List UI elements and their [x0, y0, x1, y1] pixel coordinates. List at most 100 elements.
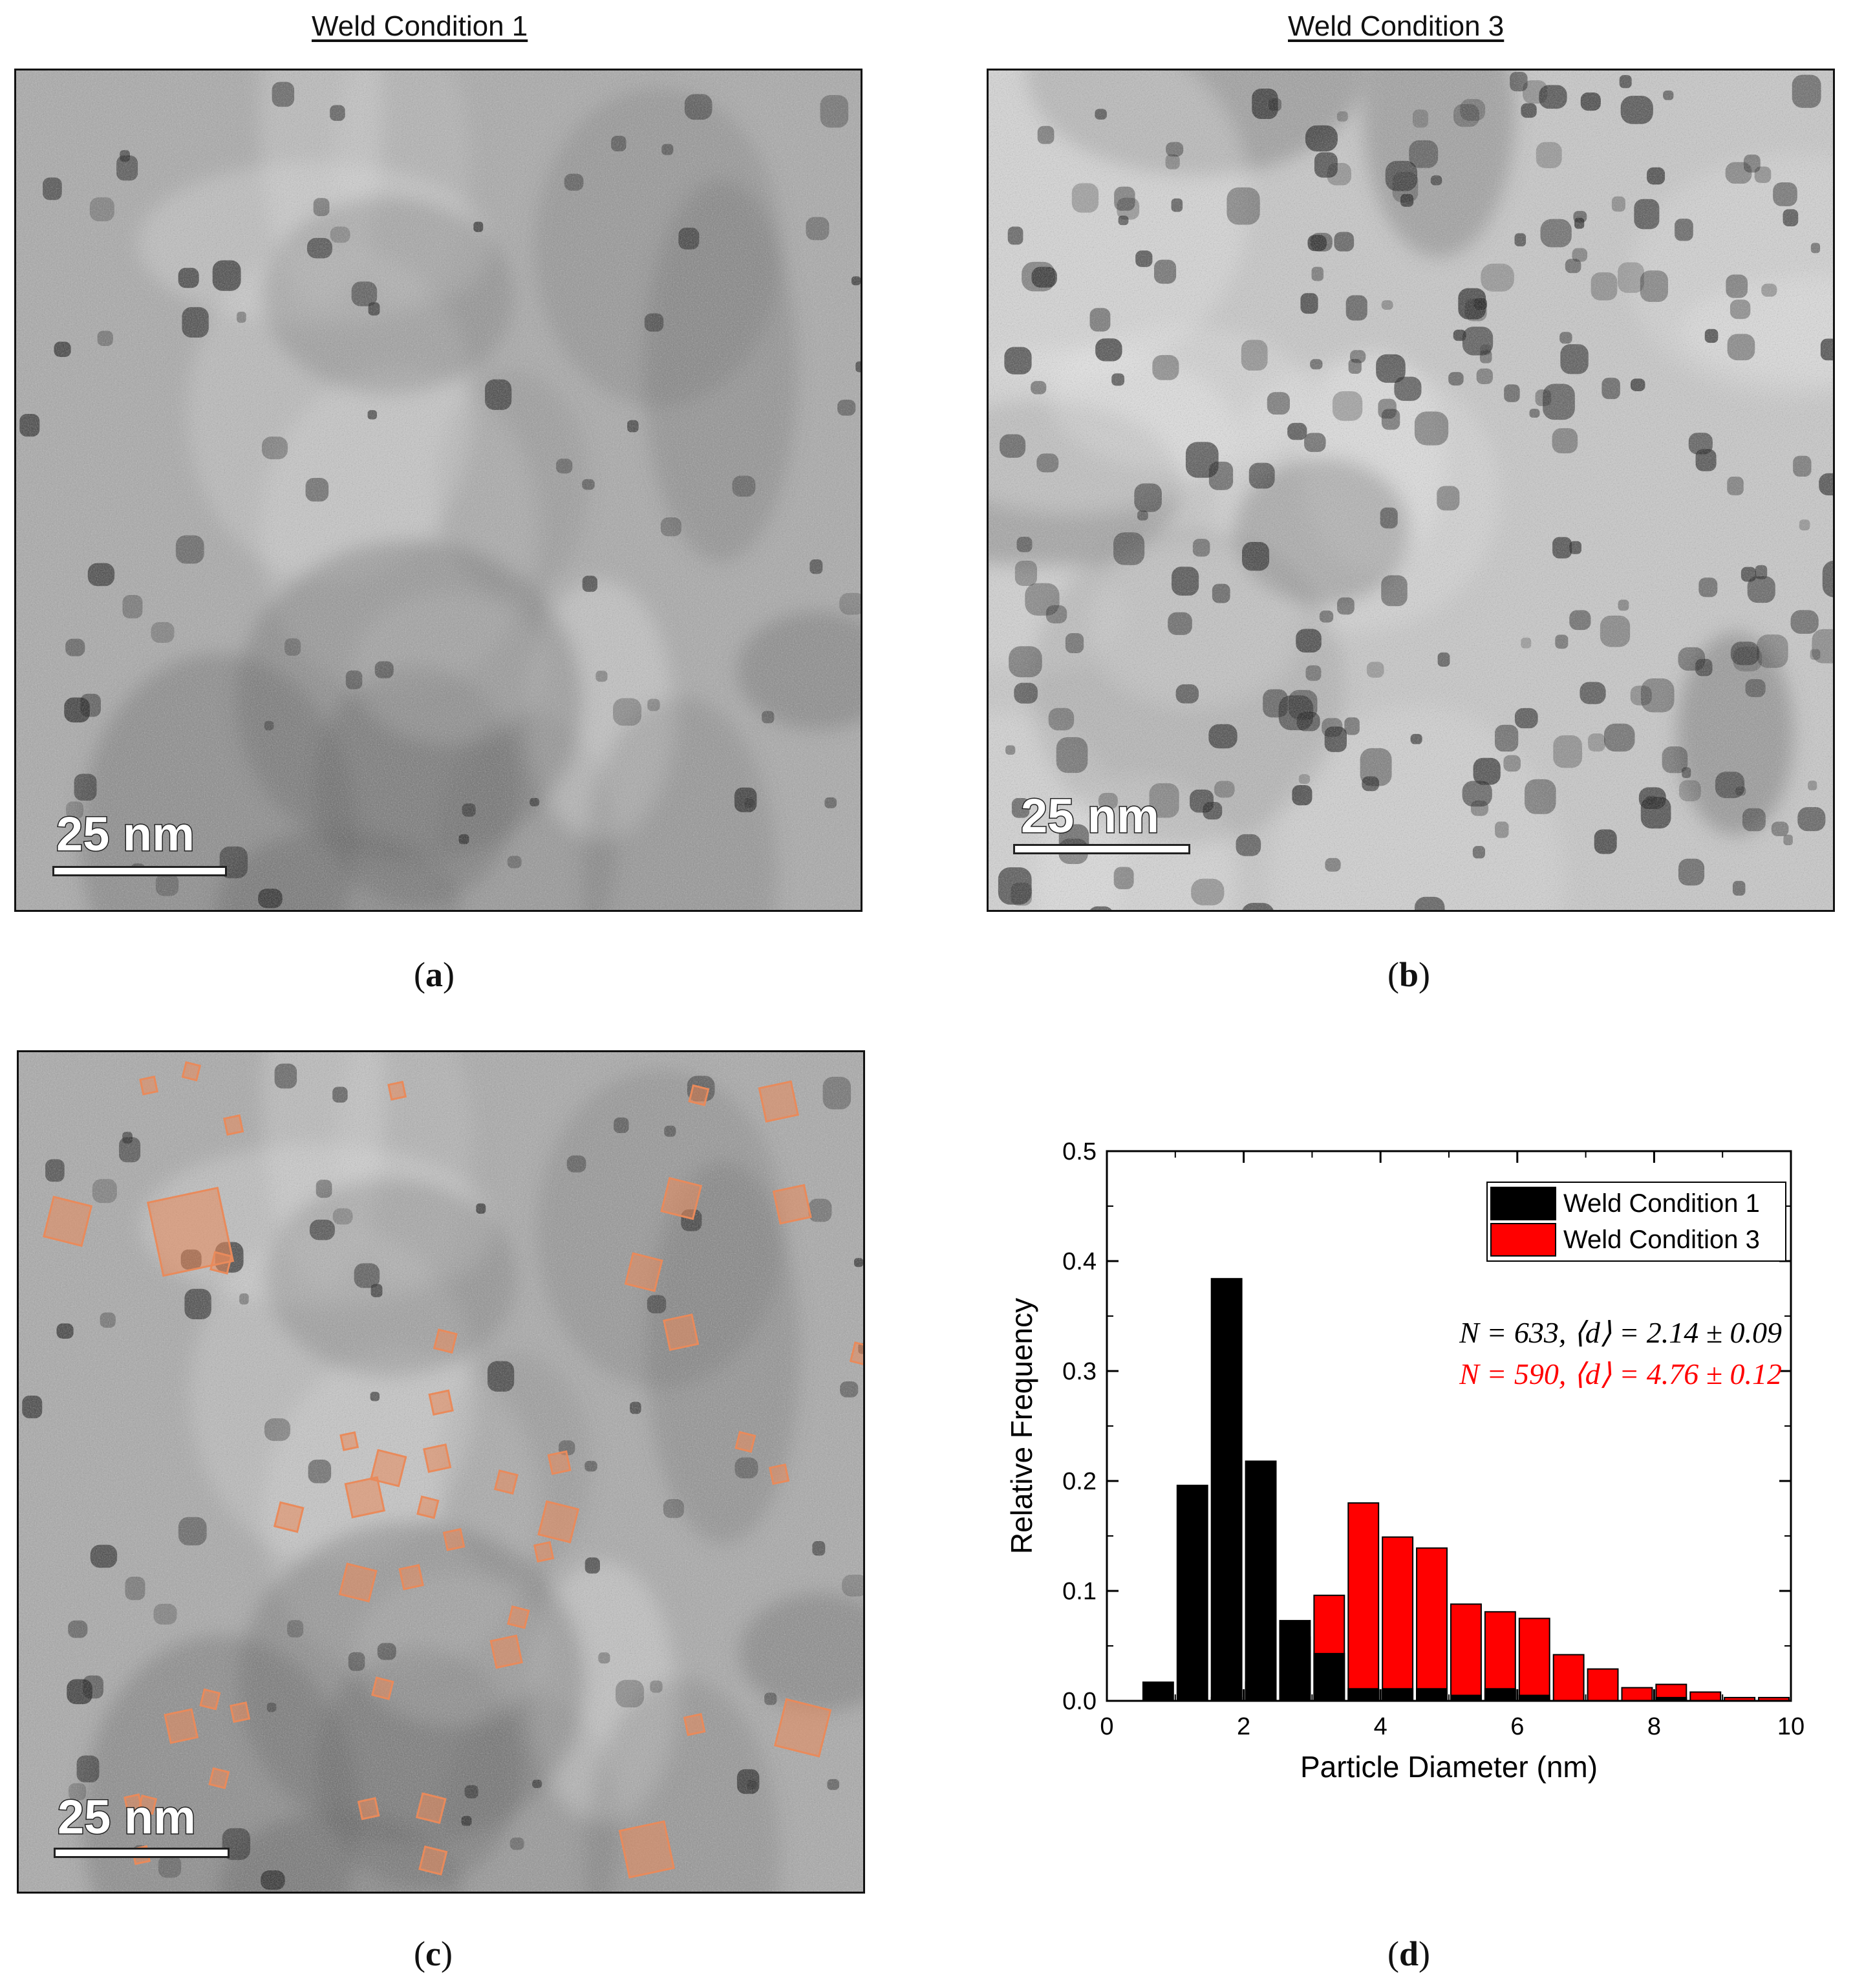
particle-overlay-box	[139, 1075, 159, 1096]
particle-overlay-box	[489, 1634, 523, 1669]
particle-overlay-box	[357, 1797, 380, 1821]
y-tick-label: 0.5	[1062, 1138, 1097, 1165]
legend-label: Weld Condition 3	[1563, 1226, 1760, 1254]
panel-a-caption: (a)	[414, 955, 455, 994]
y-tick-label: 0.0	[1062, 1688, 1097, 1715]
particle-overlay-box	[507, 1605, 530, 1629]
bar-condition-3	[1621, 1687, 1653, 1702]
y-tick-label: 0.1	[1062, 1578, 1097, 1605]
particle-overlay-box	[181, 1061, 202, 1082]
bar-condition-3	[1587, 1668, 1619, 1702]
panel-b-title: Weld Condition 3	[1288, 10, 1505, 42]
bar-condition-1	[1245, 1460, 1277, 1702]
particle-overlay-box	[533, 1540, 555, 1563]
particle-overlay-box	[773, 1698, 832, 1758]
bar-condition-1	[1279, 1619, 1311, 1702]
bar-condition-1	[1484, 1688, 1516, 1702]
panel-a-scale-label: 25 nm	[56, 806, 196, 862]
y-axis-label: Relative Frequency	[1005, 1298, 1038, 1554]
panel-b-micrograph: 25 nm	[987, 69, 1835, 912]
particle-overlay-box	[547, 1450, 572, 1475]
bar-condition-1	[1416, 1688, 1448, 1702]
bar-condition-1	[1347, 1688, 1380, 1702]
panel-b-caption: (b)	[1387, 955, 1431, 994]
legend-swatch	[1490, 1223, 1556, 1257]
bar-condition-1	[1210, 1278, 1243, 1702]
particle-overlay-box	[199, 1688, 221, 1711]
panel-c-scale-label: 25 nm	[57, 1789, 197, 1845]
particle-overlay-box	[222, 1114, 244, 1136]
x-tick-label: 2	[1237, 1713, 1250, 1740]
particle-overlay-box	[683, 1712, 706, 1736]
particle-overlay-box	[768, 1463, 790, 1486]
bar-condition-3	[1552, 1654, 1585, 1702]
particle-overlay-box	[442, 1528, 466, 1551]
bar-condition-1	[1382, 1688, 1414, 1702]
bar-condition-1	[1176, 1484, 1208, 1702]
particle-overlay-box	[663, 1313, 700, 1352]
stats-annotation: N = 633, ⟨d⟩ = 2.14 ± 0.09	[1459, 1316, 1782, 1349]
particle-overlay-box	[618, 1820, 676, 1879]
bar-condition-3	[1689, 1691, 1722, 1702]
x-tick-label: 4	[1374, 1713, 1387, 1740]
panel-b-texture	[989, 70, 1833, 910]
particle-overlay-box	[208, 1767, 230, 1789]
particle-overlay-box	[344, 1476, 385, 1518]
particle-overlay-box	[415, 1792, 447, 1824]
x-tick-label: 6	[1510, 1713, 1524, 1740]
particle-overlay-box	[416, 1495, 440, 1519]
particle-overlay-box	[624, 1252, 663, 1292]
particle-overlay-box	[423, 1443, 452, 1473]
y-tick-label: 0.3	[1062, 1358, 1097, 1385]
particle-overlay-box	[338, 1562, 378, 1603]
particle-overlay-box	[387, 1081, 407, 1101]
panel-a-scale-bar	[52, 866, 227, 876]
particle-overlay-box	[433, 1328, 458, 1354]
panel-c-micrograph: 25 nm	[17, 1050, 865, 1894]
particle-overlay-box	[660, 1176, 703, 1220]
particle-overlay-box	[339, 1431, 359, 1451]
panel-a-texture	[16, 70, 861, 910]
particle-overlay-box	[418, 1845, 448, 1876]
particle-overlay-box	[273, 1501, 305, 1533]
bar-condition-3	[1484, 1611, 1516, 1702]
panel-c-texture	[19, 1052, 863, 1892]
particle-overlay-box	[209, 1251, 233, 1275]
particle-overlay-box	[758, 1080, 799, 1123]
panel-b-scale-label: 25 nm	[1020, 788, 1161, 844]
panel-c-scale-bar	[54, 1848, 230, 1858]
particle-overlay-box	[772, 1183, 812, 1225]
bar-condition-3	[1382, 1536, 1414, 1702]
panel-b-scale-bar	[1013, 844, 1190, 854]
x-axis-label: Particle Diameter (nm)	[1300, 1750, 1598, 1784]
panel-a-micrograph: 25 nm	[14, 69, 862, 912]
x-tick-label: 8	[1647, 1713, 1661, 1740]
legend-label: Weld Condition 1	[1563, 1189, 1760, 1218]
particle-overlay-box	[688, 1084, 710, 1107]
particle-overlay-box	[428, 1389, 454, 1416]
particle-overlay-box	[137, 1794, 158, 1815]
particle-overlay-box	[43, 1195, 93, 1248]
bar-condition-1	[1313, 1652, 1345, 1702]
panel-d-caption: (d)	[1387, 1934, 1431, 1973]
y-tick-label: 0.4	[1062, 1248, 1097, 1275]
panel-a-title: Weld Condition 1	[312, 10, 528, 42]
particle-overlay-box	[146, 1186, 235, 1277]
legend-swatch	[1490, 1187, 1556, 1220]
particle-overlay-box	[229, 1701, 251, 1723]
x-tick-label: 10	[1777, 1713, 1805, 1740]
bar-condition-1	[1142, 1681, 1174, 1702]
particle-overlay-box	[849, 1341, 863, 1367]
particle-overlay-box	[398, 1564, 424, 1591]
particle-overlay-box	[537, 1500, 580, 1544]
particle-overlay-box	[734, 1431, 756, 1453]
particle-overlay-box	[371, 1676, 394, 1700]
bar-condition-3	[1518, 1617, 1550, 1702]
bar-condition-3	[1450, 1603, 1482, 1702]
particle-overlay-box	[493, 1469, 519, 1495]
x-tick-label: 0	[1100, 1713, 1113, 1740]
stats-annotation: N = 590, ⟨d⟩ = 4.76 ± 0.12	[1459, 1357, 1782, 1390]
panel-c-caption: (c)	[414, 1934, 453, 1973]
particle-overlay-box	[164, 1708, 199, 1744]
particle-overlay-box	[369, 1449, 407, 1487]
